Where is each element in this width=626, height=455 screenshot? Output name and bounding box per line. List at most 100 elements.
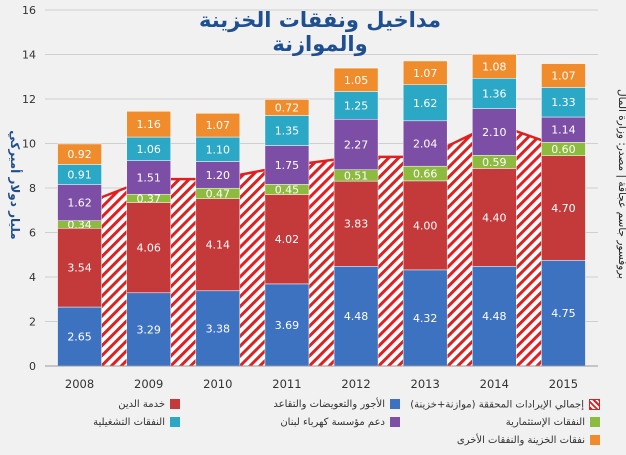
bar-other: [57, 143, 102, 165]
legend-item-capital: النفقات الإستثمارية: [506, 417, 600, 428]
y-tick-label: 8: [29, 182, 36, 195]
data-label: 4.48: [344, 310, 369, 323]
data-label: 1.07: [551, 70, 576, 83]
bar-debt: [402, 180, 448, 271]
bar-operating: [541, 87, 586, 118]
data-label: 2.10: [482, 126, 507, 139]
bar-other: [264, 99, 310, 116]
legend-swatch-revenue: [589, 399, 600, 410]
x-tick-label: 2008: [65, 377, 94, 391]
legend-label-operating: النفقات التشغيلية: [93, 417, 165, 428]
legend-swatch-other: [590, 435, 600, 445]
data-label: 1.20: [206, 169, 231, 182]
x-tick-label: 2015: [549, 377, 578, 391]
data-label: 4.06: [136, 242, 161, 255]
bar-other: [195, 112, 241, 138]
data-label: 1.06: [136, 143, 161, 156]
bar-operating: [472, 78, 517, 109]
y-tick-label: 14: [22, 49, 36, 62]
bar-debt: [541, 155, 586, 261]
data-label: 3.29: [136, 323, 161, 336]
bar-edl: [472, 108, 517, 156]
bar-other: [333, 67, 379, 92]
data-label: 1.62: [67, 197, 92, 210]
bar-operating: [402, 84, 448, 122]
legend-item-revenue: إجمالي الإيرادات المحققة (موازنة+خزينة): [410, 399, 600, 411]
data-label: 3.69: [275, 319, 300, 332]
bar-wages: [264, 283, 310, 367]
data-label: 1.05: [344, 74, 369, 87]
y-tick-label: 0: [29, 360, 36, 373]
data-label: 1.07: [413, 67, 438, 80]
data-label: 1.14: [551, 124, 576, 137]
data-label: 0.91: [67, 169, 92, 182]
data-label: 1.36: [482, 87, 507, 100]
source-label: بروفسور جاسم عجاقة | مصدر: وزارة المال: [616, 88, 626, 280]
data-label: 1.62: [413, 97, 438, 110]
data-label: 1.25: [344, 99, 369, 112]
bar-debt: [472, 168, 517, 267]
x-tick-label: 2010: [203, 377, 232, 391]
data-label: 1.51: [136, 171, 161, 184]
data-label: 4.14: [206, 239, 231, 252]
x-tick-label: 2014: [480, 377, 509, 391]
data-label: 3.54: [67, 262, 92, 275]
data-label: 4.02: [275, 233, 300, 246]
legend-item-wages: الأجور والتعويضات والتقاعد: [273, 399, 400, 410]
bar-wages: [57, 306, 102, 367]
data-label: 0.51: [344, 169, 369, 182]
bar-operating: [195, 136, 241, 162]
y-tick-label: 4: [29, 271, 36, 284]
bar-edl: [264, 145, 310, 185]
legend-swatch-wages: [390, 399, 400, 409]
bar-debt: [126, 202, 171, 294]
bar-debt: [264, 194, 310, 285]
bar-wages: [402, 269, 448, 367]
bar-other: [402, 60, 448, 86]
y-tick-label: 16: [22, 4, 36, 17]
data-label: 4.75: [551, 307, 576, 320]
data-label: 0.45: [275, 183, 300, 196]
data-label: 1.10: [206, 143, 231, 156]
legend-label-debt: خدمة الدين: [118, 399, 165, 410]
data-label: 1.35: [275, 124, 300, 137]
data-label: 1.33: [551, 96, 576, 109]
legend-item-edl: دعم مؤسسة كهرباء لبنان: [280, 417, 400, 428]
data-label: 3.83: [344, 218, 369, 231]
bar-other: [472, 54, 517, 79]
legend-label-other: نفقات الخزينة والنفقات الأخرى: [456, 435, 585, 446]
x-tick-label: 2009: [134, 377, 163, 391]
legend-label-wages: الأجور والتعويضات والتقاعد: [273, 399, 385, 410]
data-label: 1.07: [206, 119, 231, 132]
bar-edl: [541, 116, 586, 143]
bar-edl: [195, 161, 241, 189]
legend-swatch-edl: [390, 417, 400, 427]
data-label: 4.32: [413, 312, 438, 325]
y-axis-label: مليار دولار أميركي: [8, 130, 22, 240]
data-label: 1.75: [275, 159, 300, 172]
bar-wages: [541, 260, 586, 367]
legend-label-edl: دعم مؤسسة كهرباء لبنان: [280, 417, 385, 428]
data-label: 2.04: [413, 138, 438, 151]
legend-item-other: نفقات الخزينة والنفقات الأخرى: [457, 435, 600, 446]
legend-item-operating: النفقات التشغيلية: [93, 417, 180, 428]
data-label: 4.70: [551, 202, 576, 215]
legend: إجمالي الإيرادات المحققة (موازنة+خزينة) …: [40, 395, 600, 453]
data-label: 3.38: [206, 322, 231, 335]
bar-other: [541, 63, 586, 88]
data-label: 1.16: [136, 118, 161, 131]
data-label: 0.66: [413, 168, 438, 181]
y-tick-label: 2: [29, 316, 36, 329]
data-label: 2.65: [67, 331, 92, 344]
bar-other: [126, 110, 171, 138]
bar-wages: [472, 266, 517, 367]
x-tick-label: 2013: [411, 377, 440, 391]
legend-label-capital: النفقات الإستثمارية: [505, 417, 585, 428]
chart-title: مداخيل ونفقات الخزينة والموازنة: [198, 8, 442, 56]
legend-item-debt: خدمة الدين: [118, 399, 180, 410]
bar-operating: [264, 115, 310, 146]
x-tick-label: 2012: [341, 377, 370, 391]
bar-wages: [126, 292, 171, 367]
data-label: 0.60: [551, 143, 576, 156]
